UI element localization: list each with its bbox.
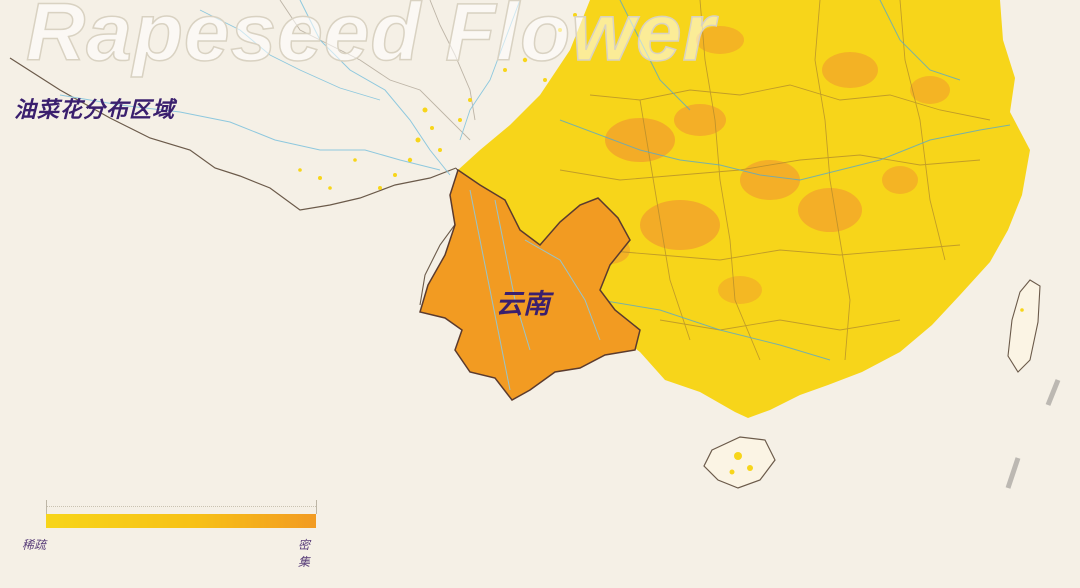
taiwan-island <box>1007 279 1041 373</box>
legend-high-label: 密集 <box>298 538 311 569</box>
legend-tick <box>46 500 47 514</box>
hainan-island <box>703 436 776 489</box>
river-line <box>199 9 381 101</box>
river-line <box>59 94 441 171</box>
title-english: Rapeseed Flower <box>25 0 716 79</box>
border-line <box>279 0 471 141</box>
yunnan-province <box>419 168 641 401</box>
legend-guide <box>46 506 316 507</box>
yunnan-label: 云南 <box>496 289 550 320</box>
dense-areas <box>590 26 950 304</box>
border-line <box>9 57 457 211</box>
river-line <box>459 0 521 141</box>
dash-line <box>1005 457 1021 489</box>
yunnan-rivers <box>469 189 601 391</box>
legend-tick <box>316 500 317 514</box>
title-chinese: 油菜花分布区域 <box>14 98 176 123</box>
province-borders <box>559 0 991 361</box>
legend-gradient-bar <box>46 514 316 528</box>
legend-low-label: 稀疏 <box>22 538 47 552</box>
dash-line <box>1045 379 1061 406</box>
scatter-dots <box>298 13 577 190</box>
river-line <box>299 0 451 176</box>
rivers <box>559 0 1011 361</box>
